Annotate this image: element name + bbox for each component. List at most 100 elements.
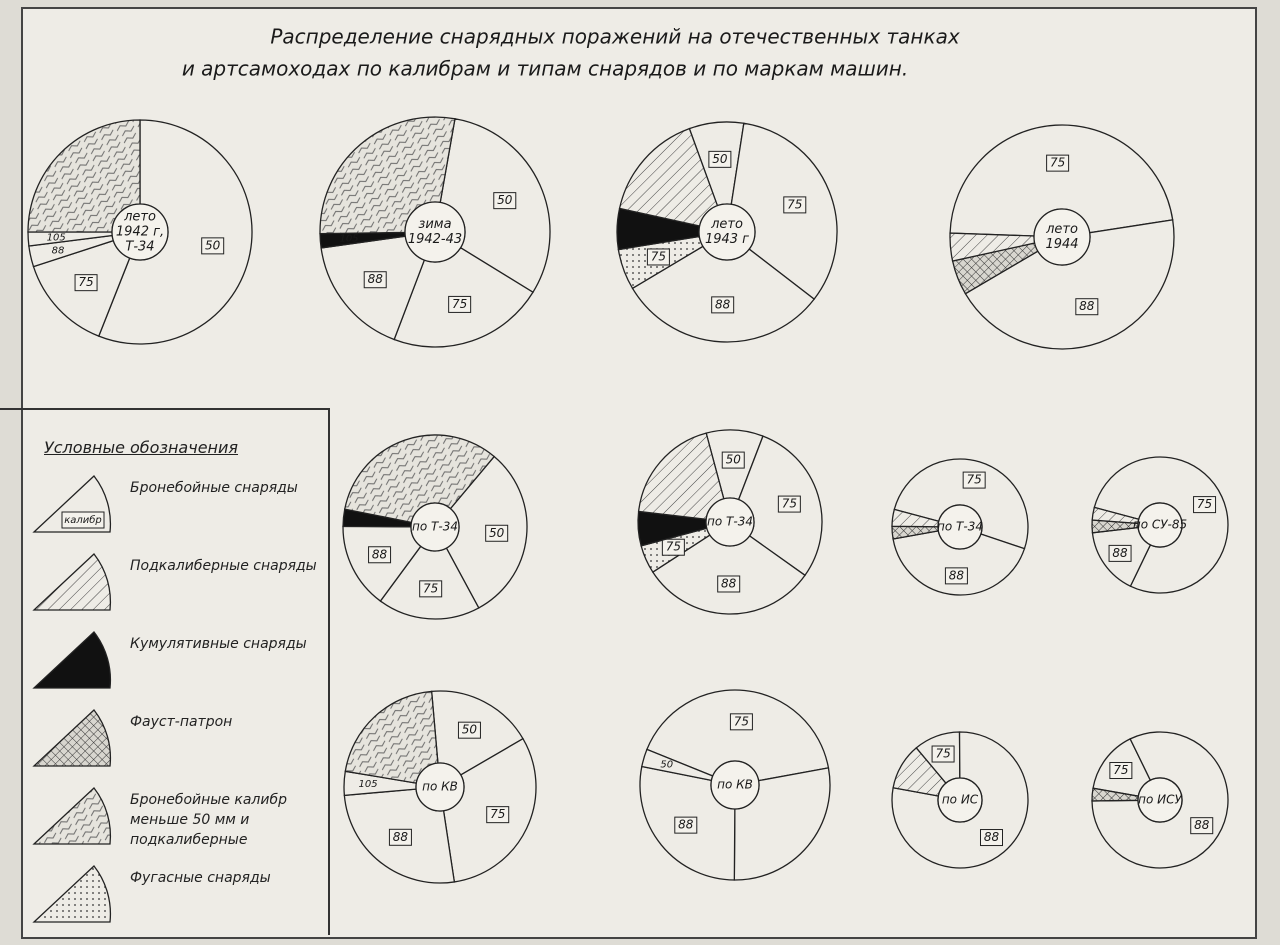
slice-label-box (646, 248, 670, 266)
slice-label-box (1108, 544, 1132, 562)
legend-label: Фауст-патрон (130, 714, 233, 730)
pie-center (698, 203, 756, 261)
slice-label-box (979, 829, 1003, 847)
slice-label-box (419, 580, 443, 598)
legend-swatch (32, 709, 112, 767)
pie-center (1137, 777, 1183, 823)
slice-label: 88 (1194, 818, 1210, 832)
slice-label: 75 (734, 714, 749, 728)
pie-title: 1943 г (705, 232, 749, 247)
slice-label: 75 (423, 581, 438, 595)
pie-title: по ИС (942, 793, 979, 807)
pie-center (404, 201, 466, 263)
slice-label-box (661, 538, 685, 556)
slice-label: 88 (372, 547, 388, 561)
slice-label-box (931, 745, 955, 763)
legend-shape (32, 631, 112, 689)
slice-label-box (201, 237, 225, 255)
pie-title: по ИСУ (1138, 793, 1182, 807)
slice-label-box (74, 274, 98, 292)
slice-label: 75 (967, 473, 982, 487)
pie-center (937, 777, 983, 823)
slice-label-box (457, 721, 481, 739)
pie-center (410, 502, 460, 552)
slice-label-box (368, 546, 392, 564)
slice-label: 75 (1113, 763, 1128, 777)
slice-label: 88 (1112, 546, 1128, 560)
legend-title: Условные обозначения (44, 438, 239, 457)
slice-label: 105 (359, 779, 378, 790)
pie-title: по Т-34 (412, 520, 458, 534)
pie-title: по Т-34 (937, 520, 983, 534)
slice-label-box (783, 196, 807, 214)
title-line: Распределение снарядных поражений на оте… (270, 25, 960, 49)
slice-label: 75 (651, 249, 666, 263)
slice-label: 88 (984, 830, 1000, 844)
slice-label: 88 (52, 245, 65, 256)
pie-title: 1942-43 (408, 232, 462, 247)
legend-swatch (32, 631, 112, 689)
slice-label: 50 (726, 453, 742, 467)
legend-shape (32, 865, 112, 923)
legend-swatch (32, 553, 112, 611)
slice-label: 50 (489, 526, 505, 540)
slice-label: 88 (721, 576, 737, 590)
legend-shape (32, 709, 112, 767)
pie-title: по СУ-85 (1133, 518, 1187, 532)
pie-title: по КВ (422, 780, 458, 794)
slice-label-box (777, 495, 801, 513)
legend-box (61, 511, 105, 529)
slice-label: 50 (205, 238, 221, 252)
slice-label-box (1046, 154, 1070, 172)
slice-label: 50 (712, 152, 728, 166)
slice-label-box (493, 192, 517, 210)
slice-label-box (721, 451, 745, 469)
slice-label: 105 (47, 232, 66, 243)
slice-label: 75 (1050, 156, 1065, 170)
pie-center (1137, 502, 1183, 548)
slice-label: 75 (782, 497, 797, 511)
slice-label-box (717, 575, 741, 593)
pie-title: лето (1045, 222, 1078, 237)
legend-swatch (32, 865, 112, 923)
slice-label: 75 (452, 297, 467, 311)
pie-title: лето (123, 210, 156, 225)
slice-label: 88 (1079, 299, 1095, 313)
pie-title: Т-34 (125, 240, 154, 255)
slice-label-box (1190, 817, 1214, 835)
pie-title: 1944 (1045, 237, 1078, 252)
pie-center (705, 497, 755, 547)
pie-title: по Т-34 (707, 515, 753, 529)
slice-label: 88 (949, 568, 965, 582)
slice-label-box (1075, 298, 1099, 316)
slice-label: 75 (935, 747, 950, 761)
pie-center (710, 760, 760, 810)
legend-label: Фугасные снаряды (130, 870, 271, 886)
slice-label-box (1109, 762, 1133, 780)
slice-label: 75 (78, 275, 93, 289)
slice-label-box (485, 524, 509, 542)
slice-label-box (388, 828, 412, 846)
pie-center (1033, 208, 1091, 266)
slice-label: 88 (715, 297, 731, 311)
slice-label-box (674, 816, 698, 834)
pie-title: 1942 г, (116, 225, 164, 240)
slice-label-box (448, 295, 472, 313)
slice-label: 50 (497, 193, 513, 207)
legend: Условные обозначения калибр Бронебойные с… (0, 408, 330, 935)
slice-label: 50 (660, 760, 673, 771)
slice-label: 88 (393, 830, 409, 844)
legend-shape (32, 553, 112, 611)
pie-center (111, 203, 169, 261)
slice-label-box (486, 806, 510, 824)
pie-title: зима (418, 217, 451, 232)
legend-label: Бронебойные калибр меньше 50 мм и подкал… (130, 792, 287, 848)
slice-label-box (962, 471, 986, 489)
slice-label: 75 (1197, 497, 1212, 511)
pie-title: лето (710, 217, 743, 232)
legend-swatch: калибр (32, 475, 112, 533)
slice-label: 105 (339, 234, 358, 245)
slice-label-box (708, 150, 732, 168)
